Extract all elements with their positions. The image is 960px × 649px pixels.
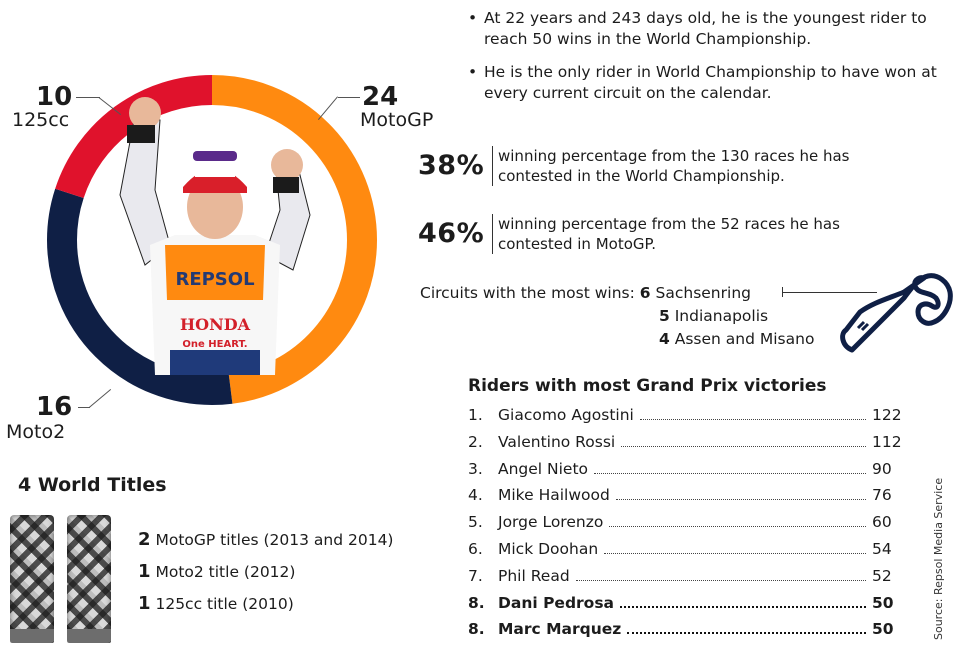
rider-name: Marc Marquez — [498, 620, 622, 639]
dot-leader — [639, 418, 866, 420]
fact-item: At 22 years and 243 days old, he is the … — [468, 8, 948, 50]
fact-item: He is the only rider in World Championsh… — [468, 62, 948, 104]
donut-svg — [47, 75, 377, 405]
rider-wins: 50 — [872, 593, 894, 612]
rider-rank: 6. — [468, 539, 483, 558]
rider-row: 5. Jorge Lorenzo 60 — [468, 509, 908, 536]
rider-wins: 54 — [872, 539, 892, 558]
rider-rank: 7. — [468, 566, 483, 585]
circuit-wins: 6 — [639, 284, 651, 302]
rider-rank: 5. — [468, 513, 483, 532]
title-count: 1 — [138, 561, 151, 582]
stat-percentage: 46% — [418, 218, 485, 249]
dot-leader — [615, 498, 866, 501]
stat-motogp: 46% winning percentage from the 52 races… — [418, 214, 878, 254]
dot-leader — [604, 552, 866, 554]
rider-rank: 3. — [468, 459, 483, 478]
title-count: 2 — [138, 529, 151, 550]
rider-row: 6. Mick Doohan 54 — [468, 536, 908, 563]
svg-text:HONDA: HONDA — [180, 315, 251, 334]
rider-wins: 50 — [872, 620, 894, 639]
title-text: MotoGP titles (2013 and 2014) — [155, 531, 394, 549]
leader-line-moto2 — [78, 407, 90, 408]
rider-row-highlighted: 8. Marc Marquez 50 — [468, 616, 908, 643]
trophy-icon — [10, 515, 54, 643]
rider-row: 4. Mike Hailwood 76 — [468, 482, 908, 509]
rider-wins: 52 — [872, 566, 892, 585]
circuit-wins: 4 — [659, 330, 670, 348]
rider-row: 3. Angel Nieto 90 — [468, 456, 908, 483]
dot-leader — [621, 445, 866, 447]
rider-row: 7. Phil Read 52 — [468, 563, 908, 590]
title-count: 1 — [138, 593, 151, 614]
rider-name: Mike Hailwood — [498, 486, 610, 505]
circuit-leader-line — [782, 292, 877, 293]
rider-rank: 8. — [468, 593, 485, 612]
rider-rank: 8. — [468, 620, 485, 639]
label-125cc: 10 — [36, 84, 72, 110]
trophy-icon — [67, 515, 111, 643]
rider-wins: 76 — [872, 486, 892, 505]
source-credit: Source: Repsol Media Service — [932, 477, 945, 640]
circuit-name: Assen and Misano — [674, 330, 815, 348]
rider-wins: 122 — [872, 406, 902, 424]
rider-name: Angel Nieto — [498, 459, 589, 478]
stat-percentage: 38% — [418, 150, 485, 181]
label-125cc-wins: 10 — [36, 82, 73, 112]
label-motogp-wins: 24 — [362, 82, 399, 112]
world-titles-heading: 4 World Titles — [18, 474, 167, 496]
rider-name: Jorge Lorenzo — [498, 513, 604, 532]
rider-wins: 60 — [872, 513, 892, 532]
rider-name: Giacomo Agostini — [498, 406, 634, 424]
rider-rank: 2. — [468, 432, 483, 451]
stat-world-championship: 38% winning percentage from the 130 race… — [418, 146, 878, 186]
riders-title: Riders with most Grand Prix victories — [468, 376, 827, 396]
leader-line-125cc — [76, 97, 100, 98]
rider-row: 2. Valentino Rossi 112 — [468, 429, 908, 456]
rider-name: Mick Doohan — [498, 539, 599, 558]
rider-row: 1. Giacomo Agostini 122 — [468, 402, 908, 429]
rider-rank: 4. — [468, 486, 483, 505]
rider-name: Valentino Rossi — [498, 432, 616, 451]
rider-name: Dani Pedrosa — [498, 593, 615, 612]
leader-line-motogp — [338, 97, 360, 98]
title-item: 2 MotoGP titles (2013 and 2014) — [138, 524, 393, 556]
donut-segment-moto2 — [47, 75, 377, 405]
svg-text:REPSOL: REPSOL — [175, 269, 254, 290]
dot-leader — [575, 579, 866, 581]
title-text: Moto2 title (2012) — [155, 563, 296, 581]
rider-row-highlighted: 8. Dani Pedrosa 50 — [468, 590, 908, 617]
facts-list: At 22 years and 243 days old, he is the … — [468, 8, 948, 116]
sachsenring-track-icon — [834, 268, 954, 362]
dot-leader — [609, 525, 866, 528]
stat-description: winning percentage from the 52 races he … — [492, 214, 878, 254]
riders-ranking: Riders with most Grand Prix victories 1.… — [468, 374, 908, 643]
dot-leader — [594, 472, 866, 474]
circuit-name: Indianapolis — [674, 307, 769, 325]
circuits-label: Circuits with the most wins: — [420, 284, 635, 302]
world-titles-list: 2 MotoGP titles (2013 and 2014) 1 Moto2 … — [138, 524, 393, 620]
circuits-section: Circuits with the most wins: 6 Sachsenri… — [420, 282, 814, 351]
label-moto2-name: Moto2 — [6, 421, 66, 443]
title-item: 1 125cc title (2010) — [138, 588, 393, 620]
donut-segment-125cc — [47, 75, 377, 405]
rider-wins: 90 — [872, 459, 892, 478]
circuit-name: Sachsenring — [655, 284, 751, 302]
title-item: 1 Moto2 title (2012) — [138, 556, 393, 588]
circuit-wins: 5 — [659, 307, 670, 325]
dot-leader — [627, 631, 866, 635]
dot-leader — [620, 605, 866, 608]
wins-donut-chart — [47, 75, 377, 405]
title-text: 125cc title (2010) — [155, 595, 294, 613]
rider-celebrating-photo: REPSOL HONDA One HEART. — [115, 95, 315, 375]
label-125cc-name: 125cc — [12, 109, 70, 131]
circuit-leader-tick — [782, 287, 783, 297]
stat-description: winning percentage from the 130 races he… — [492, 146, 878, 186]
rider-wins: 112 — [872, 432, 902, 451]
label-moto2-wins: 16 — [36, 392, 73, 422]
rider-rank: 1. — [468, 406, 483, 424]
label-motogp-name: MotoGP — [360, 109, 434, 131]
svg-text:One HEART.: One HEART. — [182, 339, 247, 350]
rider-name: Phil Read — [498, 566, 570, 585]
